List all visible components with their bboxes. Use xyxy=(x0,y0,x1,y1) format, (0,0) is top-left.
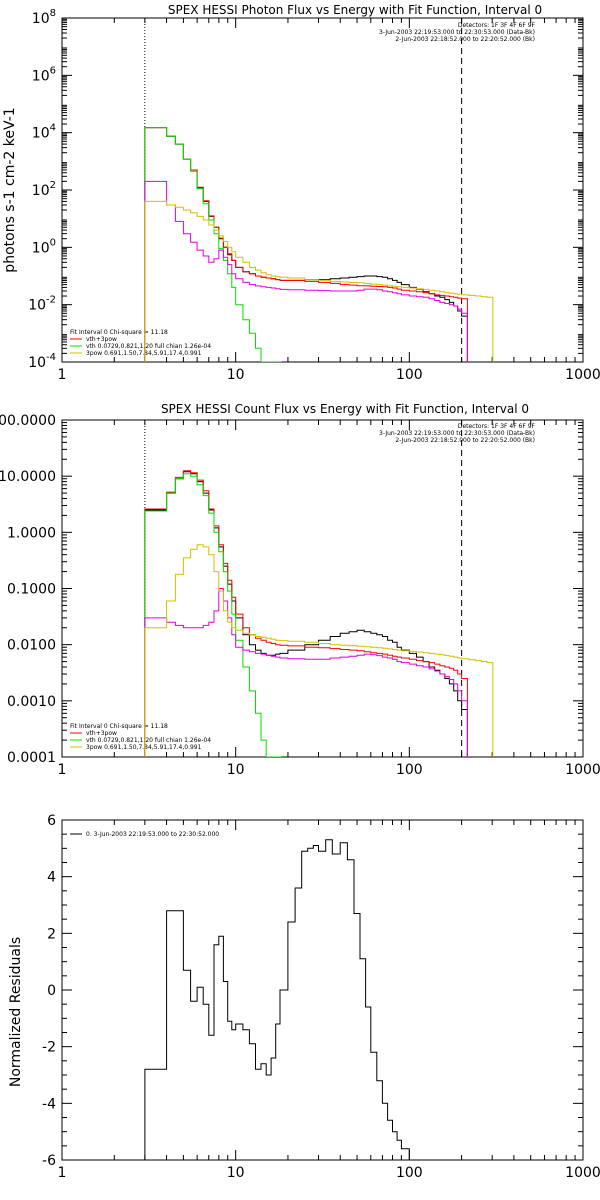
series-line-3 xyxy=(144,180,468,362)
y-tick-label: 6 xyxy=(47,813,56,829)
y-tick-label: -4 xyxy=(42,1096,56,1112)
y-tick-label: -2 xyxy=(42,1040,56,1056)
y-tick-label: 106 xyxy=(32,65,56,84)
series-line-0 xyxy=(144,839,468,1160)
photon-legend-entry-2: vth 0.0729,0.821,1.20 full chian 1.26e-0… xyxy=(86,343,211,350)
x-tick-label: 10 xyxy=(227,762,245,778)
x-tick-label: 1 xyxy=(58,1165,67,1181)
series-line-0 xyxy=(144,127,468,362)
x-tick-label: 1 xyxy=(58,762,67,778)
photon-legend-title: Fit Interval 0 Chi-square = 11.18 xyxy=(70,329,168,336)
series-line-1 xyxy=(144,127,468,362)
plot-frame xyxy=(61,419,584,758)
y-tick-exponent: 6 xyxy=(50,65,56,76)
x-tick-label: 100 xyxy=(396,367,423,383)
photon-header-line-1: Detectors: 1F 3F 4F 6F 9F xyxy=(458,22,536,29)
y-tick-label: 0.0100 xyxy=(7,638,56,654)
series-group xyxy=(144,839,468,1160)
count-flux-title: SPEX HESSI Count Flux vs Energy with Fit… xyxy=(161,402,529,416)
count-header-line-2: 3-Jun-2003 22:19:53.000 to 22:30:53.000 … xyxy=(379,430,535,437)
y-tick-label: 10-2 xyxy=(28,295,56,314)
x-tick-label: 1000 xyxy=(565,367,600,383)
count-legend-entry-2: vth 0.0729,0.821,1.20 full chian 1.26e-0… xyxy=(86,737,211,744)
x-tick-label: 10 xyxy=(227,1165,245,1181)
count-header-line-3: 2-Jun-2003 22:18:52.000 to 22:20:52.000 … xyxy=(395,437,535,444)
x-tick-label: 100 xyxy=(396,762,423,778)
series-line-0 xyxy=(144,471,468,757)
residuals-ylabel: Normalized Residuals xyxy=(8,937,24,1087)
series-line-3 xyxy=(144,588,468,757)
y-tick-label: 2 xyxy=(47,926,56,942)
y-tick-label: 0 xyxy=(47,983,56,999)
y-tick-exponent: 8 xyxy=(50,8,56,19)
series-line-4 xyxy=(144,544,494,757)
photon-flux-panel: SPEX HESSI Photon Flux vs Energy with Fi… xyxy=(2,3,600,383)
plot-frame xyxy=(61,17,584,363)
plot-frame xyxy=(61,819,584,1161)
x-tick-label: 1000 xyxy=(565,762,600,778)
x-tick-label: 1000 xyxy=(565,1165,600,1181)
photon-legend-entry-3: 3pow 0.691,1.50,7.84,5.91,17.4,0.991 xyxy=(86,350,202,357)
y-tick-label: 0.0010 xyxy=(7,694,56,710)
residuals-legend-entry: 0. 3-Jun-2003 22:19:53.000 to 22:30:52.0… xyxy=(86,831,219,838)
photon-legend-entry-1: vth+3pow xyxy=(86,336,117,343)
count-legend-entry-3: 3pow 0.691,1.50,7.84,5.91,17.4,0.991 xyxy=(86,744,202,751)
series-line-2 xyxy=(144,127,282,362)
y-tick-label: 100 xyxy=(32,237,56,256)
y-tick-label: 108 xyxy=(32,8,56,27)
photon-header-line-3: 2-Jun-2003 22:18:52.000 to 22:20:52.000 … xyxy=(395,36,535,43)
x-tick-label: 10 xyxy=(227,367,245,383)
y-tick-label: 10.0000 xyxy=(0,469,56,485)
y-tick-exponent: -4 xyxy=(46,352,56,363)
count-legend-title: Fit Interval 0 Chi-square = 11.18 xyxy=(70,723,168,730)
residuals-panel: Normalized Residuals 0. 3-Jun-2003 22:19… xyxy=(8,813,600,1181)
count-header-line-1: Detectors: 1F 3F 4F 6F 9F xyxy=(458,423,536,430)
y-tick-label: 4 xyxy=(47,870,56,886)
y-tick-label: 1.0000 xyxy=(7,525,56,541)
y-tick-label: 0.0001 xyxy=(7,750,56,766)
y-tick-label: -6 xyxy=(42,1153,56,1169)
y-tick-exponent: -2 xyxy=(46,295,56,306)
series-line-1 xyxy=(144,470,468,757)
photon-flux-ylabel: photons s-1 cm-2 keV-1 xyxy=(2,107,18,272)
x-tick-label: 1 xyxy=(58,367,67,383)
y-tick-label: 10-4 xyxy=(28,352,56,371)
series-group xyxy=(144,127,494,362)
y-tick-exponent: 0 xyxy=(50,237,56,248)
y-tick-exponent: 2 xyxy=(50,180,56,191)
count-flux-panel: SPEX HESSI Count Flux vs Energy with Fit… xyxy=(0,402,600,778)
count-legend-entry-1: vth+3pow xyxy=(86,730,117,737)
y-tick-label: 0.1000 xyxy=(7,582,56,598)
series-line-4 xyxy=(144,200,494,362)
y-tick-label: 100.0000 xyxy=(0,413,56,429)
y-tick-label: 102 xyxy=(32,180,56,199)
y-tick-exponent: 4 xyxy=(50,123,56,134)
photon-header-line-2: 3-Jun-2003 22:19:53.000 to 22:30:53.000 … xyxy=(379,29,535,36)
x-tick-label: 100 xyxy=(396,1165,423,1181)
photon-flux-title: SPEX HESSI Photon Flux vs Energy with Fi… xyxy=(168,3,542,17)
series-group xyxy=(144,470,494,757)
series-line-2 xyxy=(144,473,282,757)
y-tick-label: 104 xyxy=(32,123,56,142)
